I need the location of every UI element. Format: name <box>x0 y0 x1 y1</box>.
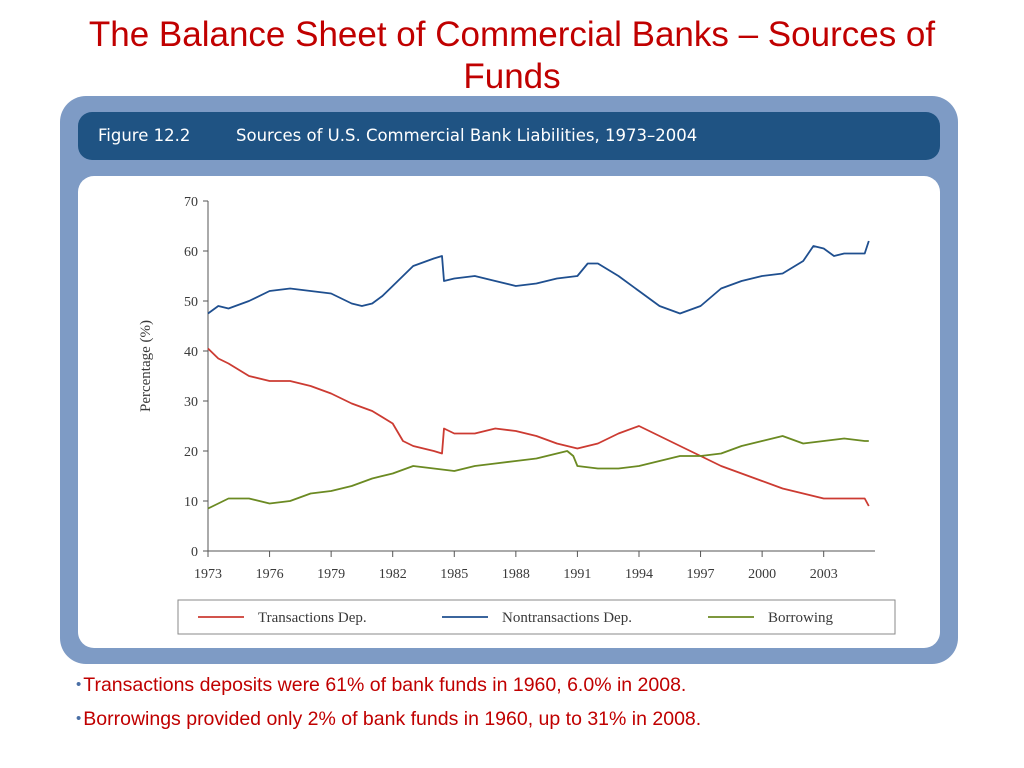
bullet-dot: • <box>76 676 82 693</box>
y-tick-label: 70 <box>184 195 198 210</box>
legend: Transactions Dep. Nontransactions Dep. Bor… <box>177 599 896 635</box>
x-tick-label: 1973 <box>194 567 222 582</box>
x-tick-label: 1976 <box>256 567 284 582</box>
x-tick-label: 1997 <box>687 567 715 582</box>
x-tick-label: 1979 <box>317 567 345 582</box>
series-line-borrowing <box>207 435 869 510</box>
figure-frame: Figure 12.2 Sources of U.S. Commercial B… <box>60 96 958 664</box>
bullet-list: • Transactions deposits were 61% of bank … <box>76 668 1006 736</box>
legend-label: Borrowing <box>768 610 833 626</box>
x-tick-label: 2003 <box>810 567 838 582</box>
figure-header: Figure 12.2 Sources of U.S. Commercial B… <box>78 112 940 160</box>
x-tick-label: 1982 <box>379 567 407 582</box>
x-tick-label: 1985 <box>440 567 468 582</box>
y-tick-label: 0 <box>191 545 198 560</box>
series-line-nontransactions-dep <box>207 240 870 315</box>
bullet-text: Borrowings provided only 2% of bank fund… <box>83 708 702 730</box>
x-tick-label: 1991 <box>563 567 591 582</box>
y-tick-label: 50 <box>184 295 198 310</box>
y-axis-title: Percentage (%) <box>138 320 154 412</box>
x-axis: 1973 1976 1979 1982 1985 1988 1991 1994 1997 2000… <box>194 550 875 582</box>
y-axis: 0 10 20 30 40 50 60 70 <box>184 195 209 560</box>
bullet-item: • Borrowings provided only 2% of bank fun… <box>76 702 1006 736</box>
legend-label: Transactions Dep. <box>258 610 367 626</box>
series-layer <box>207 240 870 510</box>
x-tick-label: 1988 <box>502 567 530 582</box>
figure-caption: Sources of U.S. Commercial Bank Liabilit… <box>236 126 698 145</box>
y-tick-label: 20 <box>184 445 198 460</box>
bullet-text: Transactions deposits were 61% of bank f… <box>83 674 687 696</box>
y-tick-label: 40 <box>184 345 198 360</box>
plot-panel: Percentage (%) 0 10 20 30 40 50 60 70 1973 1976 1… <box>78 176 940 648</box>
y-tick-label: 10 <box>184 495 198 510</box>
bullet-dot: • <box>76 710 82 727</box>
bullet-item: • Transactions deposits were 61% of bank … <box>76 668 1006 702</box>
figure-number: Figure 12.2 <box>98 126 191 145</box>
legend-label: Nontransactions Dep. <box>502 610 632 626</box>
x-tick-label: 1994 <box>625 567 653 582</box>
legend-box <box>177 599 896 635</box>
series-line-transactions-dep <box>207 347 870 507</box>
y-tick-label: 30 <box>184 395 198 410</box>
x-tick-label: 2000 <box>748 567 776 582</box>
y-tick-label: 60 <box>184 245 198 260</box>
slide-title: The Balance Sheet of Commercial Banks – … <box>88 15 936 94</box>
